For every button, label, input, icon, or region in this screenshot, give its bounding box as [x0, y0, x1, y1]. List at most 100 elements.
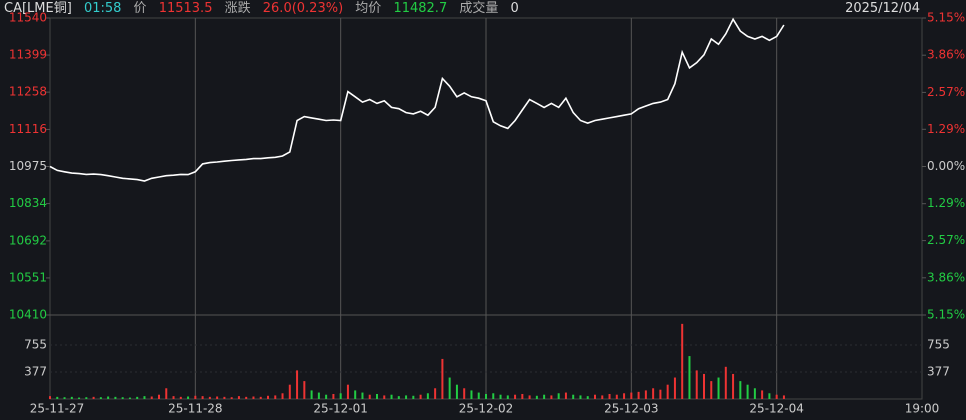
volume-bar	[376, 393, 378, 399]
x-tick-label: 25-12-04	[749, 402, 803, 416]
x-tick-label: 25-12-01	[313, 402, 367, 416]
volume-bar	[644, 390, 647, 399]
volume-bar	[477, 392, 480, 399]
volume-bar	[543, 394, 546, 399]
volume-bar	[325, 394, 328, 399]
y2-tick-label: 5.15%	[927, 308, 965, 322]
volume-bar	[710, 381, 713, 399]
volume-bar	[630, 392, 633, 399]
label: 成交量	[459, 1, 499, 16]
volume-bar	[782, 395, 785, 399]
volume-bar	[187, 396, 190, 399]
volume-bar	[245, 396, 248, 399]
y-tick-label: 10410	[9, 308, 47, 322]
volume-bar	[499, 394, 502, 399]
y-tick-label: 11540	[9, 11, 47, 25]
volume-bar	[70, 396, 73, 399]
volume: 0	[510, 1, 519, 16]
volume-bar	[368, 394, 371, 399]
y2-tick-label: 2.57%	[927, 85, 965, 99]
y2-tick-label: 0.00%	[927, 159, 965, 173]
volume-tick-label: 755	[24, 337, 47, 351]
volume-bar	[506, 395, 509, 399]
volume-bar	[594, 394, 596, 399]
volume-bar	[535, 395, 538, 399]
volume-bar	[688, 356, 691, 399]
x-tick-label: 25-11-27	[30, 402, 84, 416]
volume-tick-label: 755	[927, 337, 950, 351]
volume-bar	[390, 394, 393, 399]
volume-bar	[601, 395, 604, 399]
volume-bar	[732, 373, 735, 399]
volume-bar	[455, 384, 458, 399]
volume-bar	[252, 396, 255, 399]
volume-bar	[739, 381, 742, 399]
y-tick-label: 11399	[9, 48, 47, 62]
volume-bar	[564, 392, 567, 399]
volume-bar	[615, 394, 618, 399]
volume-bar	[143, 396, 146, 399]
volume-bar	[608, 393, 611, 399]
x-tick-label: 25-12-02	[459, 402, 513, 416]
volume-bar	[281, 393, 284, 399]
volume-bar	[179, 396, 182, 399]
label: 涨跌	[224, 1, 251, 16]
volume-bar	[666, 384, 669, 399]
y2-tick-label: 3.86%	[927, 270, 965, 284]
x-tick-label: 25-12-03	[604, 402, 658, 416]
volume-bar	[717, 377, 720, 399]
volume-bar	[128, 397, 131, 399]
volume-bar	[470, 390, 473, 399]
volume-bar	[637, 391, 640, 399]
volume-bar	[208, 396, 211, 399]
volume-bar	[172, 396, 175, 399]
volume-bar	[703, 373, 705, 399]
volume-bar	[426, 393, 429, 399]
volume-bar	[746, 384, 749, 399]
y-tick-label: 10551	[9, 270, 47, 284]
price-line	[49, 17, 785, 182]
volume-bar	[259, 396, 262, 399]
volume-bar	[405, 395, 408, 399]
volume-bar	[463, 388, 466, 399]
volume-bar	[753, 388, 756, 399]
volume-bar	[652, 388, 655, 399]
label: 价	[133, 1, 147, 16]
price: 11513.5	[158, 1, 213, 16]
header: CA[LME铜] 01:58 价 11513.5 涨跌 26.0(0.23%) …	[4, 0, 962, 18]
date: 2025/12/04	[845, 1, 920, 16]
volume-bar	[288, 384, 291, 399]
volume-tick-label: 377	[24, 365, 47, 379]
volume-bar	[354, 390, 357, 399]
volume-bar	[339, 393, 342, 399]
volume-bar	[419, 394, 422, 399]
volume-bar	[361, 392, 364, 399]
volume-bar	[485, 393, 487, 399]
volume-bar	[681, 323, 684, 399]
volume-bar	[521, 393, 524, 399]
volume-bar	[492, 393, 495, 399]
volume-bar	[397, 396, 400, 399]
y2-tick-label: 1.29%	[927, 122, 965, 136]
volume-bar	[724, 366, 727, 399]
volume-bar	[441, 358, 444, 399]
y2-tick-label: 2.57%	[927, 233, 965, 247]
volume-bar	[623, 393, 626, 399]
volume-bar	[695, 370, 698, 399]
volume-bar	[63, 397, 66, 399]
volume-bar	[448, 377, 451, 399]
volume-bar	[303, 381, 306, 399]
volume-bar	[267, 395, 269, 399]
symbol: CA[LME铜]	[4, 1, 72, 16]
volume-bar	[673, 377, 676, 399]
y2-tick-label: 1.29%	[927, 196, 965, 210]
change: 26.0(0.23%)	[262, 1, 344, 16]
y-tick-label: 10834	[9, 196, 47, 210]
volume-bar	[768, 393, 771, 399]
volume-bar	[78, 397, 81, 399]
volume-bar	[572, 394, 575, 399]
volume-bar	[550, 395, 553, 399]
volume-tick-label: 377	[927, 365, 950, 379]
